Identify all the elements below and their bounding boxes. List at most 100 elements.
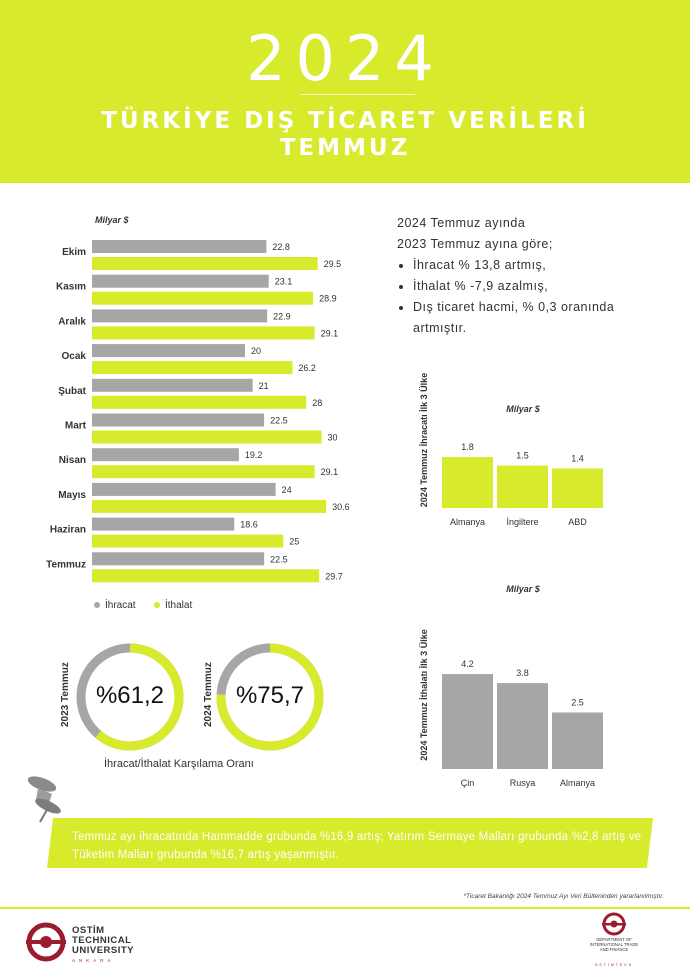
coverage-donut-2024 <box>216 643 324 751</box>
bar <box>552 712 603 769</box>
department-logo-line: DEPARTMENT OF <box>596 937 632 942</box>
legend-marker <box>94 602 100 608</box>
bar-ihracat <box>92 448 239 462</box>
ostim-logo-line: TECHNICAL <box>72 935 132 946</box>
data-label: 28.9 <box>319 294 337 304</box>
unit-label: Milyar $ <box>506 404 541 414</box>
data-label: 22.5 <box>270 554 288 564</box>
category-label: Çin <box>461 778 475 788</box>
department-logo-subtitle: OSTİMTECH <box>594 963 634 967</box>
unit-label: Milyar $ <box>506 584 541 594</box>
unit-label: Milyar $ <box>95 215 130 225</box>
category-label: Ekim <box>62 247 86 258</box>
category-label: Temmuz <box>46 559 86 570</box>
import-top3-chart: Milyar $ 2024 Temmuz İthalatı İlk 3 Ülke 4… <box>419 584 603 788</box>
ostim-logo-line: OSTİM <box>72 925 105 936</box>
bar-ithalat <box>92 465 315 479</box>
bar-ihracat <box>92 344 245 358</box>
source-footnote: *Ticaret Bakanlığı 2024 Temmuz Ayı Veri … <box>463 893 664 900</box>
summary-bullet: İthalat % -7,9 azalmış, <box>413 276 657 297</box>
bar <box>497 465 548 508</box>
data-label: 18.6 <box>240 520 258 530</box>
axis-title: 2024 Temmuz İthalatı İlk 3 Ülke <box>419 629 429 760</box>
summary-bullet: Dış ticaret hacmi, % 0,3 oranında artmış… <box>413 297 657 339</box>
donut-value-2023: %61,2 <box>95 682 165 709</box>
summary-bullets: İhracat % 13,8 artmış, İthalat % -7,9 az… <box>397 255 657 339</box>
category-label: Mayıs <box>58 490 86 501</box>
bar-ithalat <box>92 430 322 444</box>
coverage-donut-2023 <box>76 643 184 751</box>
department-logo-line: INTERNATIONAL TRADE <box>589 942 639 947</box>
summary-line2: 2023 Temmuz ayına göre; <box>397 237 553 251</box>
category-label: Şubat <box>58 386 86 397</box>
summary-line1: 2024 Temmuz ayında <box>397 216 526 230</box>
page-title-line1: TÜRKİYE DIŞ TİCARET VERİLERİ <box>101 108 589 134</box>
category-label: Aralık <box>58 316 86 327</box>
bar-ithalat <box>92 395 307 409</box>
data-label: 28 <box>312 398 322 408</box>
ostim-logo-subtitle: ANKARA <box>72 958 115 963</box>
data-label: 30 <box>328 433 338 443</box>
category-label: İngiltere <box>506 517 538 527</box>
title-divider <box>300 94 415 95</box>
bar-ithalat <box>92 257 318 270</box>
bar-ihracat <box>92 517 235 531</box>
coverage-ratio-caption: İhracat/İthalat Karşılama Oranı <box>104 758 254 770</box>
bar-ithalat <box>92 291 314 305</box>
data-label: 29.7 <box>325 571 343 581</box>
bar-ihracat <box>92 378 253 392</box>
data-label: 22.9 <box>273 311 291 321</box>
bar-ithalat <box>92 569 320 583</box>
donut-value-2024: %75,7 <box>235 682 305 709</box>
legend-label: İhracat <box>105 598 136 611</box>
data-label: 24 <box>282 485 292 495</box>
donut-label-2023: 2023 Temmuz <box>60 662 71 727</box>
ostim-logo-icon <box>26 922 66 962</box>
bar <box>552 468 603 508</box>
bar-ithalat <box>92 499 327 513</box>
data-label: 29.1 <box>321 467 339 477</box>
data-label: 22.8 <box>272 242 290 252</box>
page-title-line2: TEMMUZ <box>279 135 411 161</box>
ostim-logo-line: UNIVERSITY <box>72 945 135 956</box>
bar <box>442 457 493 508</box>
donut-fill <box>76 643 184 751</box>
footer-divider <box>0 907 690 909</box>
data-label: 1.5 <box>516 451 529 461</box>
monthly-bar-chart: Milyar $ Ekim 22.8 29.5 Kasım 23.1 28.9 Aralık 2… <box>46 215 349 611</box>
bar-ithalat <box>92 326 315 340</box>
donut-fill <box>216 643 324 751</box>
bar-ihracat <box>92 240 267 253</box>
category-label: Rusya <box>510 778 536 788</box>
data-label: 4.2 <box>461 659 474 669</box>
data-label: 1.8 <box>461 442 474 452</box>
axis-title: 2024 Temmuz İhracatı İlk 3 Ülke <box>419 373 429 507</box>
data-label: 22.5 <box>270 416 288 426</box>
category-label: Nisan <box>59 455 86 466</box>
bar-ihracat <box>92 482 276 496</box>
highlight-banner-text: Temmuz ayı ihracatında Hammadde grubunda… <box>72 831 642 861</box>
data-label: 25 <box>289 537 299 547</box>
highlight-banner <box>47 818 653 868</box>
category-label: Almanya <box>450 517 485 527</box>
header-banner <box>0 0 690 183</box>
bar <box>442 674 493 769</box>
bar-ihracat <box>92 552 265 566</box>
category-label: Ocak <box>62 351 87 362</box>
bar-ihracat <box>92 274 269 288</box>
category-label: Almanya <box>560 778 595 788</box>
department-logo-line: AND FINANCE <box>599 947 629 952</box>
export-top3-chart: Milyar $ 2024 Temmuz İhracatı İlk 3 Ülke 1… <box>419 373 603 527</box>
data-label: 21 <box>259 381 269 391</box>
department-logo-text: DEPARTMENT OF INTERNATIONAL TRADE AND FI… <box>584 937 644 952</box>
donut-label-2024: 2024 Temmuz <box>203 662 214 727</box>
department-logo-icon <box>602 912 626 936</box>
data-label: 3.8 <box>516 668 529 678</box>
category-label: ABD <box>568 517 587 527</box>
bar <box>497 683 548 769</box>
year-title: 2024 <box>246 22 444 95</box>
bar-ithalat <box>92 361 293 375</box>
bar-ihracat <box>92 309 268 323</box>
ostim-logo-text: OSTİM TECHNICAL UNIVERSITY <box>72 926 134 956</box>
data-label: 1.4 <box>571 453 584 463</box>
